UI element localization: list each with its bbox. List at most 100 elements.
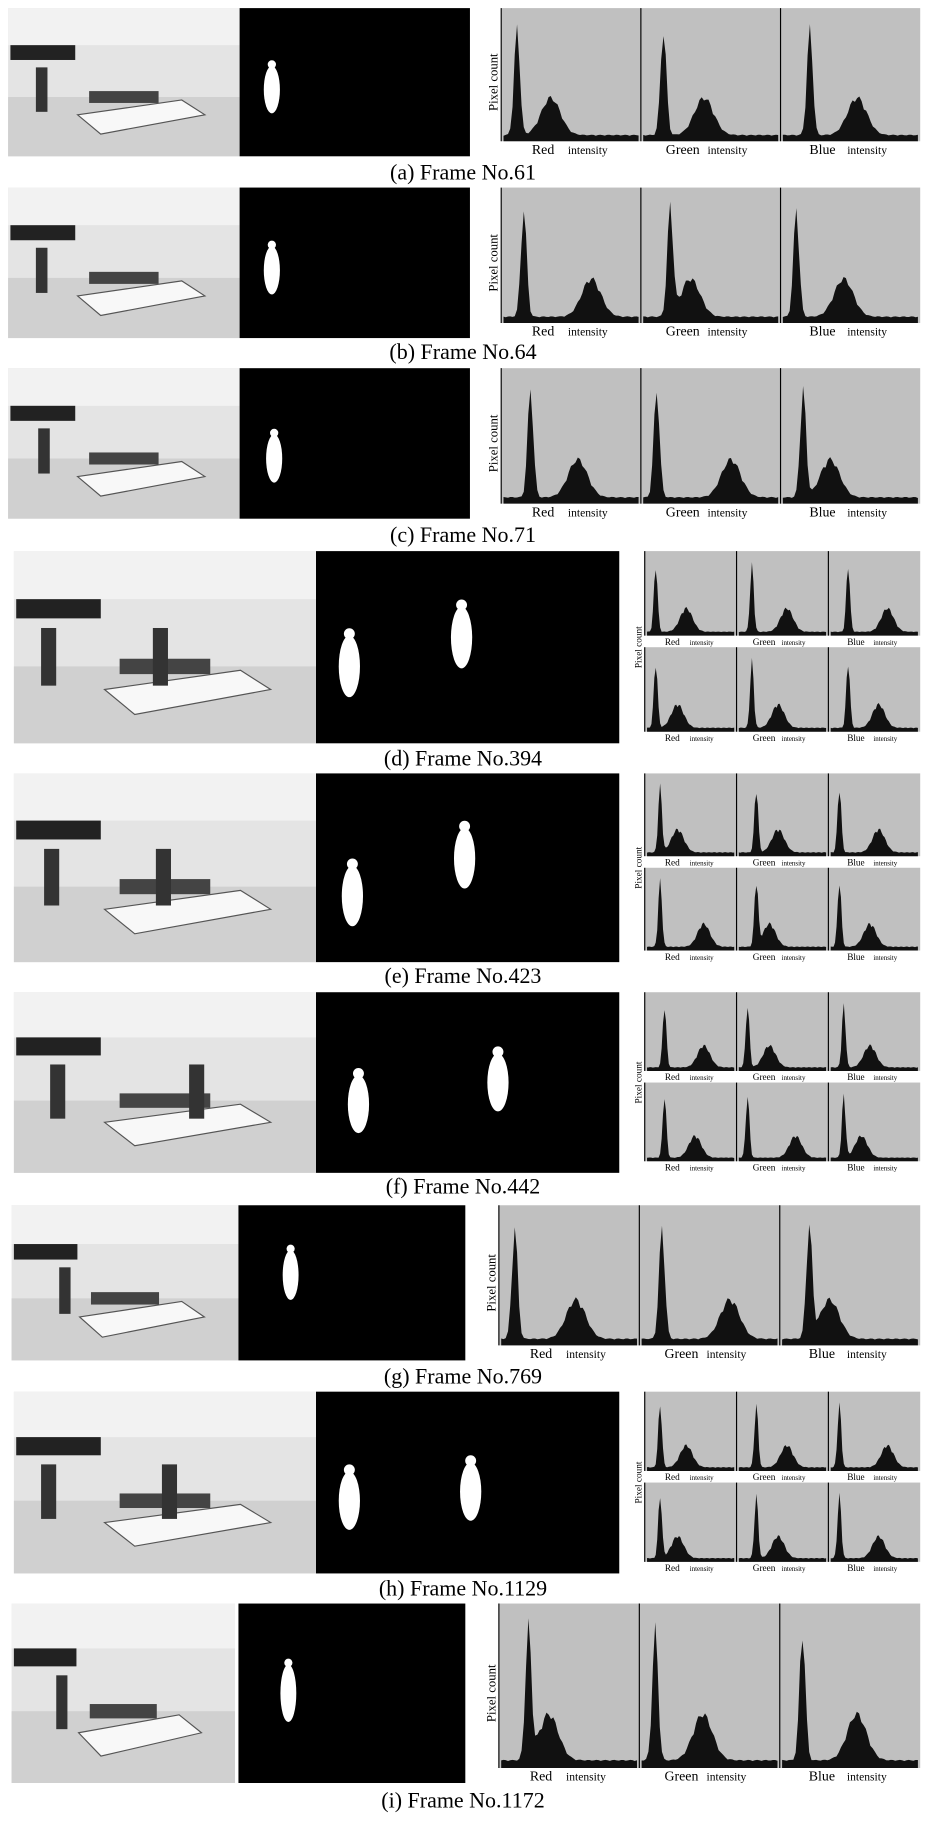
channel-label: Green [666,325,700,340]
channel-label: Blue [847,1564,864,1574]
mask-blob [339,636,360,698]
person [36,248,48,293]
channel-label: Green [753,1073,776,1083]
channel-label: Green [753,858,776,868]
channel-label: Red [665,1473,680,1483]
histogram-area [501,368,920,503]
intensity-label: intensity [706,1348,746,1361]
intensity-label: intensity [847,144,887,157]
histogram-area [645,868,920,951]
ceiling [14,992,316,1037]
window [14,1244,78,1260]
person [189,1064,204,1118]
y-axis-label: Pixel count [484,1254,498,1312]
intensity-label: intensity [873,1074,897,1082]
intensity-label: intensity [873,1474,897,1482]
intensity-label: intensity [873,735,897,743]
intensity-label: intensity [690,859,714,867]
mask-head [268,60,276,68]
y-axis-label: Pixel count [634,1461,644,1503]
channel-label: Blue [847,734,864,744]
mask-blob [487,1054,508,1112]
y-axis-label: Pixel count [484,1664,498,1722]
person [36,67,48,111]
person [38,428,50,473]
chairs [91,1292,159,1304]
ceiling [12,1604,235,1649]
window [14,1648,77,1666]
histogram-area [501,188,920,323]
channel-label: Green [753,638,776,648]
channel-label: Green [666,505,700,520]
person [41,1464,56,1519]
ceiling [14,773,316,820]
intensity-label: intensity [782,1474,806,1482]
intensity-label: intensity [690,1474,714,1482]
person [50,1064,65,1118]
caption: (g) Frame No.769 [384,1364,542,1389]
intensity-label: intensity [690,639,714,647]
caption: (f) Frame No.442 [386,1174,540,1199]
person [156,849,171,906]
intensity-label: intensity [568,144,608,157]
caption: (b) Frame No.64 [389,339,536,364]
intensity-label: intensity [873,1565,897,1573]
mask-blob [339,1472,360,1530]
histogram-area [499,1205,920,1345]
caption: (i) Frame No.1172 [381,1787,544,1812]
mask-head [270,429,278,437]
channel-label: Red [665,1073,680,1083]
window [10,45,75,60]
ceiling [14,1392,316,1437]
channel-label: Blue [847,638,864,648]
caption: (a) Frame No.61 [390,159,536,184]
window [10,406,75,421]
channel-label: Green [753,1164,776,1174]
intensity-label: intensity [690,1074,714,1082]
channel-label: Red [665,1164,680,1174]
intensity-label: intensity [568,326,608,339]
mask-head [465,1455,476,1466]
window [16,1437,101,1455]
intensity-label: intensity [690,954,714,962]
channel-label: Blue [847,1473,864,1483]
intensity-label: intensity [782,859,806,867]
person [153,628,168,686]
intensity-label: intensity [568,506,608,519]
y-axis-label: Pixel count [487,53,501,111]
intensity-label: intensity [566,1348,606,1361]
y-axis-label: Pixel count [634,626,644,668]
y-axis-label: Pixel count [487,414,501,472]
chairs [89,91,158,103]
y-axis-label: Pixel count [634,846,644,888]
channel-label: Red [665,858,680,868]
person [56,1675,67,1729]
mask-blob [264,246,280,294]
histogram-area [645,992,920,1071]
channel-label: Green [753,1473,776,1483]
caption: (h) Frame No.1129 [379,1575,547,1600]
mask-blob [266,434,282,482]
channel-label: Red [530,1770,552,1785]
intensity-label: intensity [708,144,748,157]
channel-label: Blue [809,505,835,520]
intensity-label: intensity [706,1771,746,1784]
person [44,849,59,906]
mask-head [353,1068,364,1079]
channel-label: Green [666,143,700,158]
mask-blob [280,1665,296,1722]
intensity-label: intensity [847,1771,887,1784]
mask-blob [348,1075,369,1133]
channel-label: Blue [847,1164,864,1174]
mask-blob [454,828,475,888]
figure: Pixel count Red intensity Green intensity Blu… [0,0,926,1827]
caption: (c) Frame No.71 [390,522,536,547]
channel-label: Green [753,734,776,744]
caption: (d) Frame No.394 [384,745,542,770]
chairs [89,452,158,464]
mask-blob [283,1250,299,1300]
person [41,628,56,686]
intensity-label: intensity [708,326,748,339]
intensity-label: intensity [847,506,887,519]
intensity-label: intensity [708,506,748,519]
